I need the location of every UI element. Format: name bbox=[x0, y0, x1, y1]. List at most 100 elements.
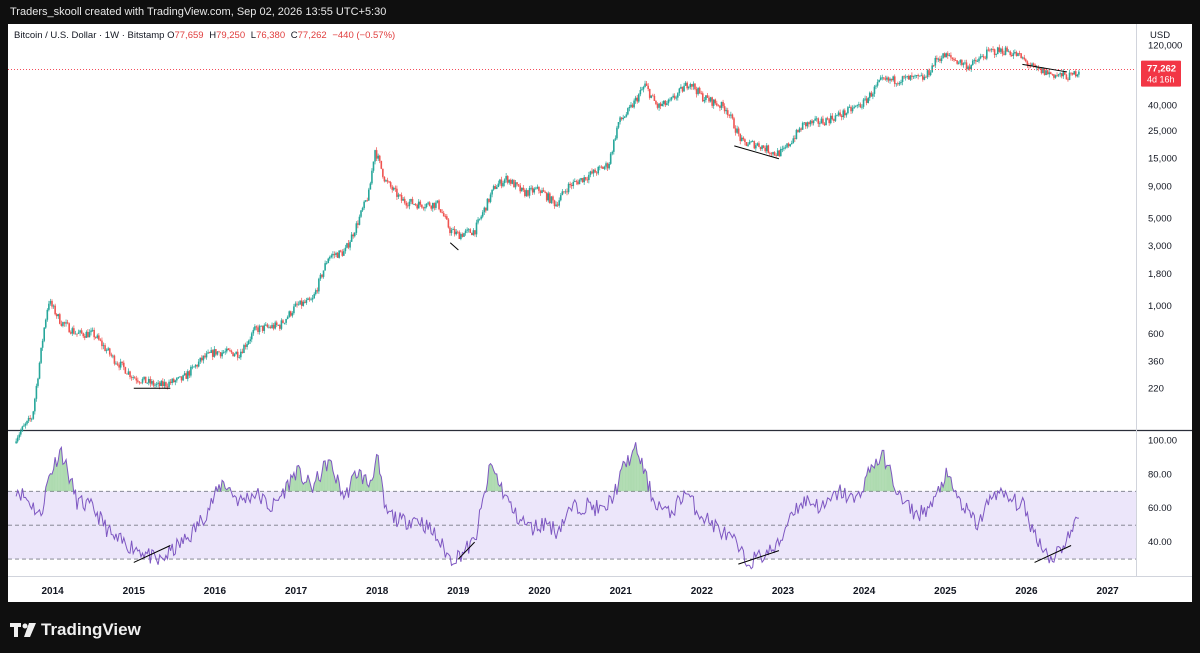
candle-body bbox=[790, 143, 793, 145]
candle-body bbox=[884, 78, 887, 80]
candle-body bbox=[513, 180, 515, 188]
rsi-axis-tick: 40.00 bbox=[1148, 537, 1172, 548]
candle-body bbox=[274, 322, 276, 329]
candle-body bbox=[926, 70, 929, 78]
candle-body bbox=[728, 115, 731, 116]
candle-body bbox=[158, 382, 161, 387]
tradingview-logo[interactable]: TradingView bbox=[10, 620, 141, 640]
candle-body bbox=[49, 300, 52, 304]
candle-body bbox=[478, 218, 481, 220]
candle-body bbox=[850, 106, 852, 112]
candle-body bbox=[723, 106, 726, 112]
candle-body bbox=[497, 183, 500, 188]
candle-body bbox=[307, 298, 309, 301]
candle-body bbox=[377, 155, 379, 159]
rsi-overbought-fill bbox=[490, 463, 493, 492]
rsi-trendline[interactable] bbox=[738, 550, 780, 565]
candle-body bbox=[1048, 72, 1051, 75]
candle-body bbox=[772, 151, 774, 155]
candle-body bbox=[180, 376, 183, 381]
close-label: C bbox=[290, 30, 298, 41]
candle-body bbox=[708, 97, 710, 102]
candle-body bbox=[661, 103, 664, 107]
candle-body bbox=[907, 75, 910, 80]
candle-body bbox=[636, 97, 639, 102]
candle-body bbox=[30, 418, 33, 420]
candle-body bbox=[957, 62, 960, 64]
candle-body bbox=[155, 383, 158, 385]
candle-body bbox=[339, 250, 342, 252]
rsi-overbought-fill bbox=[353, 471, 355, 492]
price-trendline[interactable] bbox=[1022, 63, 1068, 73]
chart-panel[interactable]: USD 120,000 40,000 25,000 15,000 9,000 5,000 3,… bbox=[8, 24, 1192, 602]
candle-body bbox=[726, 110, 729, 116]
candle-body bbox=[48, 303, 50, 310]
top-bar: Traders_skooll created with TradingView.… bbox=[0, 0, 1200, 24]
candle-body bbox=[753, 141, 756, 149]
candle-body bbox=[425, 203, 428, 207]
candle-body bbox=[731, 114, 734, 119]
price-trendline[interactable] bbox=[449, 242, 459, 251]
candle-body bbox=[673, 95, 676, 99]
candle-body bbox=[870, 92, 873, 97]
candle-body bbox=[211, 350, 214, 357]
candle-body bbox=[580, 178, 582, 181]
candle-body bbox=[57, 314, 60, 317]
candle-body bbox=[227, 348, 230, 351]
symbol-name[interactable]: Bitcoin / U.S. Dollar · 1W · Bitstamp bbox=[14, 30, 165, 41]
candle-body bbox=[744, 139, 746, 143]
price-axis-tick: 1,800 bbox=[1148, 269, 1172, 280]
rsi-overbought-fill bbox=[946, 467, 948, 492]
candle-body bbox=[475, 222, 478, 235]
candle-body bbox=[391, 186, 394, 190]
rsi-overbought-fill bbox=[640, 457, 642, 492]
candle-body bbox=[54, 305, 56, 315]
candle-body bbox=[55, 314, 58, 317]
rsi-trendline[interactable] bbox=[133, 545, 171, 563]
time-axis-tick: 2021 bbox=[610, 586, 633, 597]
candle-body bbox=[152, 381, 155, 386]
candle-body bbox=[658, 103, 660, 108]
candle-body bbox=[803, 122, 806, 124]
candle-body bbox=[27, 417, 30, 421]
time-axis-tick: 2025 bbox=[934, 586, 957, 597]
candle-body bbox=[538, 186, 540, 191]
price-trendline[interactable] bbox=[734, 145, 780, 160]
candle-body bbox=[486, 198, 489, 211]
candle-body bbox=[71, 328, 74, 334]
candle-body bbox=[620, 117, 623, 120]
rsi-overbought-fill bbox=[624, 462, 627, 492]
candle-body bbox=[330, 255, 333, 257]
candle-body bbox=[786, 143, 788, 148]
candle-body bbox=[868, 92, 871, 98]
candle-body bbox=[433, 202, 436, 208]
candle-body bbox=[213, 349, 216, 357]
candle-body bbox=[584, 177, 587, 180]
candle-body bbox=[510, 179, 512, 184]
candle-body bbox=[405, 202, 408, 206]
candle-body bbox=[675, 97, 678, 99]
candle-body bbox=[444, 216, 447, 218]
candle-body bbox=[981, 56, 983, 58]
rsi-overbought-fill bbox=[293, 472, 296, 492]
candle-body bbox=[202, 355, 205, 361]
candle-body bbox=[756, 143, 759, 146]
candle-body bbox=[199, 357, 202, 362]
rsi-trendline[interactable] bbox=[458, 541, 475, 560]
rsi-overbought-fill bbox=[632, 448, 635, 492]
rsi-axis-tick: 100.00 bbox=[1148, 435, 1177, 446]
candle-body bbox=[574, 181, 576, 182]
rsi-overbought-fill bbox=[325, 460, 327, 492]
candle-body bbox=[43, 327, 46, 341]
rsi-overbought-fill bbox=[629, 457, 631, 492]
candle-body bbox=[236, 351, 239, 358]
candle-body bbox=[185, 373, 188, 379]
candle-body bbox=[34, 398, 36, 412]
candle-body bbox=[250, 333, 253, 340]
candle-body bbox=[194, 364, 197, 367]
candle-body bbox=[1003, 53, 1005, 55]
rsi-trendline[interactable] bbox=[1034, 545, 1072, 563]
candle-body bbox=[925, 76, 927, 78]
tradingview-brand: TradingView bbox=[41, 620, 141, 639]
